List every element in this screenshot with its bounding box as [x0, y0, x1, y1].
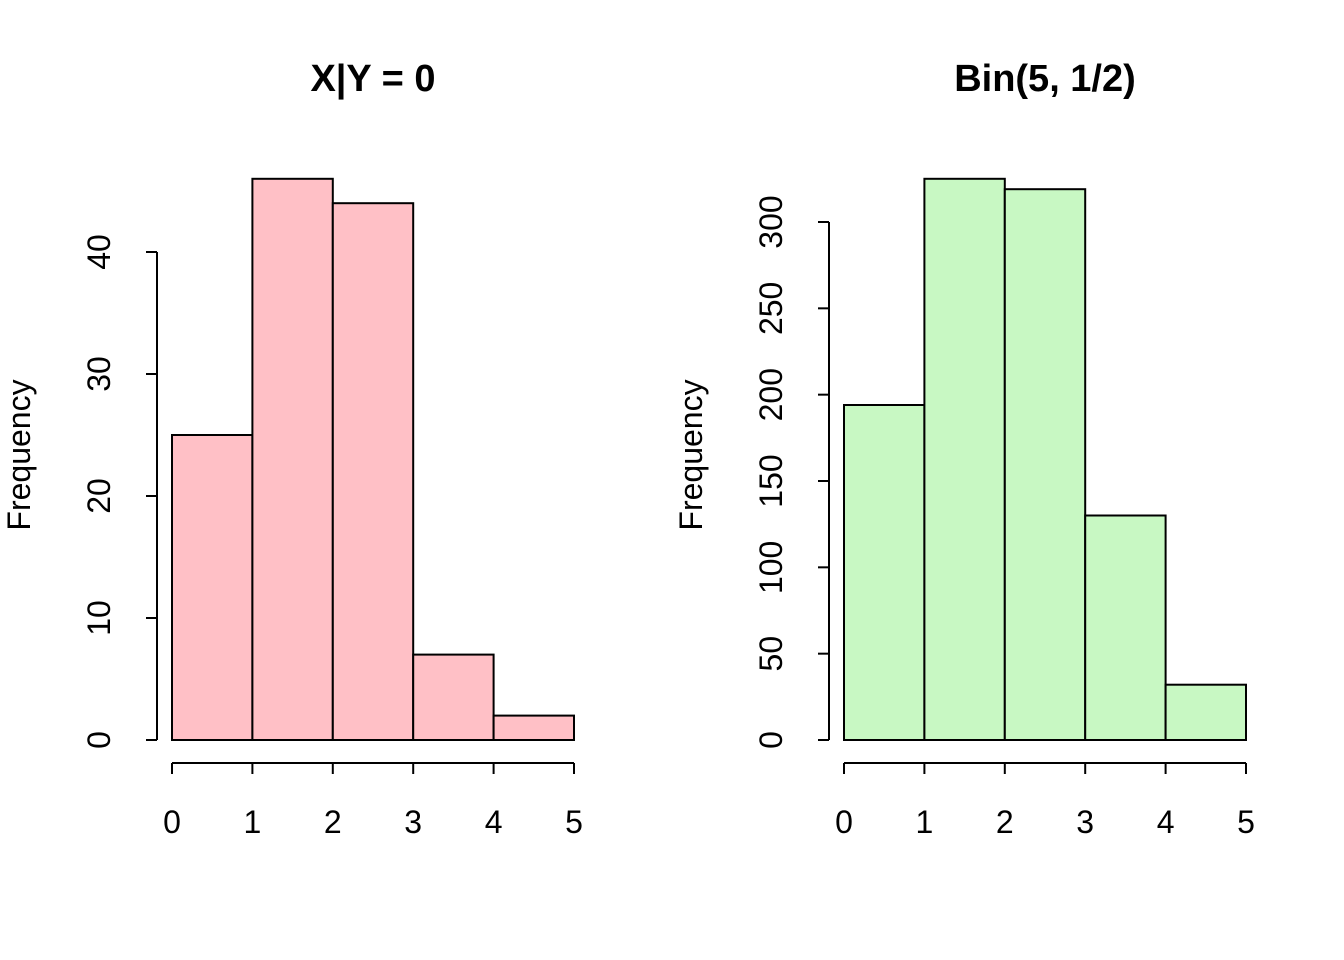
histogram-bar — [843, 404, 926, 741]
plot-area: 0 10 20 30 40 0 1 2 3 4 5 — [81, 177, 583, 840]
plot-area: 0 50 100 150 200 250 300 0 1 2 3 4 5 — [753, 177, 1255, 840]
y-tick-label: 30 — [81, 356, 117, 392]
histogram-bar — [492, 714, 576, 741]
x-tick-label: 3 — [1076, 804, 1094, 840]
histogram-conditional-panel: X|Y = 0 Frequency 0 10 20 30 40 0 1 2 3 4 5 — [1, 58, 583, 840]
x-tick-label: 0 — [163, 804, 181, 840]
histogram-binomial-panel: Bin(5, 1/2) Frequency 050100150200250300… — [673, 58, 1255, 840]
x-tick-label: 5 — [1237, 804, 1255, 840]
y-axis-label: Frequency — [1, 379, 37, 530]
x-tick-label: 5 — [565, 804, 583, 840]
x-tick-label: 1 — [244, 804, 262, 840]
y-tick-label: 200 — [753, 368, 789, 421]
y-tick-label: 10 — [81, 600, 117, 636]
x-tick-label: 2 — [996, 804, 1014, 840]
y-tick-label: 300 — [753, 195, 789, 248]
y-tick-label: 150 — [753, 454, 789, 507]
x-tick-label: 2 — [324, 804, 342, 840]
y-tick-label: 0 — [753, 731, 789, 749]
y-tick-label: 40 — [81, 234, 117, 270]
y-tick-label: 50 — [753, 636, 789, 672]
y-tick-label: 250 — [753, 282, 789, 335]
x-tick-label: 4 — [1157, 804, 1175, 840]
histogram-bar — [1084, 514, 1167, 741]
histogram-bar — [331, 202, 415, 741]
x-tick-label: 3 — [404, 804, 422, 840]
chart-title: Bin(5, 1/2) — [954, 58, 1136, 100]
x-tick-label: 1 — [916, 804, 934, 840]
histogram-bar — [251, 177, 334, 742]
histogram-bar — [923, 177, 1006, 742]
x-tick-label: 4 — [485, 804, 503, 840]
y-axis-label: Frequency — [673, 379, 709, 530]
x-tick-label: 0 — [835, 804, 853, 840]
histogram-bar — [412, 653, 495, 741]
y-tick-label: 0 — [81, 731, 117, 749]
y-tick-label: 20 — [81, 478, 117, 514]
chart-title: X|Y = 0 — [310, 58, 435, 100]
histogram-bar — [1003, 188, 1087, 741]
y-tick-label: 100 — [753, 541, 789, 594]
histogram-bar — [171, 434, 254, 741]
histogram-bar — [1164, 683, 1248, 742]
